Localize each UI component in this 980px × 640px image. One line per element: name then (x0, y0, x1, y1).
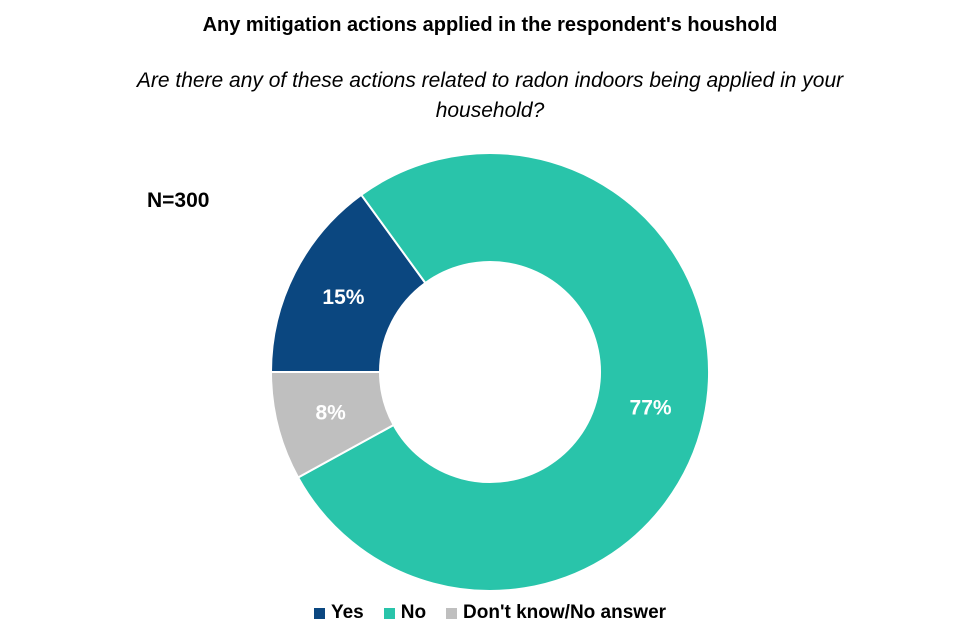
legend-label-no: No (400, 602, 427, 623)
legend: Yes No Don't know/No answer (0, 602, 980, 624)
data-label-dont-know: 8% (315, 401, 346, 424)
legend-swatch-yes (313, 607, 325, 619)
legend-label-yes: Yes (330, 602, 364, 623)
legend-item-no: No (383, 602, 427, 624)
sample-size-label: N=300 (147, 189, 210, 212)
legend-swatch-no (383, 607, 395, 619)
legend-item-dont-know: Don't know/No answer (446, 602, 666, 624)
legend-label-dont-know: Don't know/No answer (463, 602, 667, 623)
chart-title: Any mitigation actions applied in the re… (202, 14, 778, 36)
data-label-yes: 15% (322, 286, 364, 309)
slice-yes (269, 193, 427, 373)
chart-subtitle: Are there any of these actions related t… (136, 69, 844, 122)
legend-item-yes: Yes (313, 602, 364, 624)
slice-dont-know (269, 371, 395, 479)
data-label-no: 77% (630, 396, 672, 419)
legend-swatch-dont-know (446, 607, 458, 619)
slice-no (296, 152, 710, 592)
